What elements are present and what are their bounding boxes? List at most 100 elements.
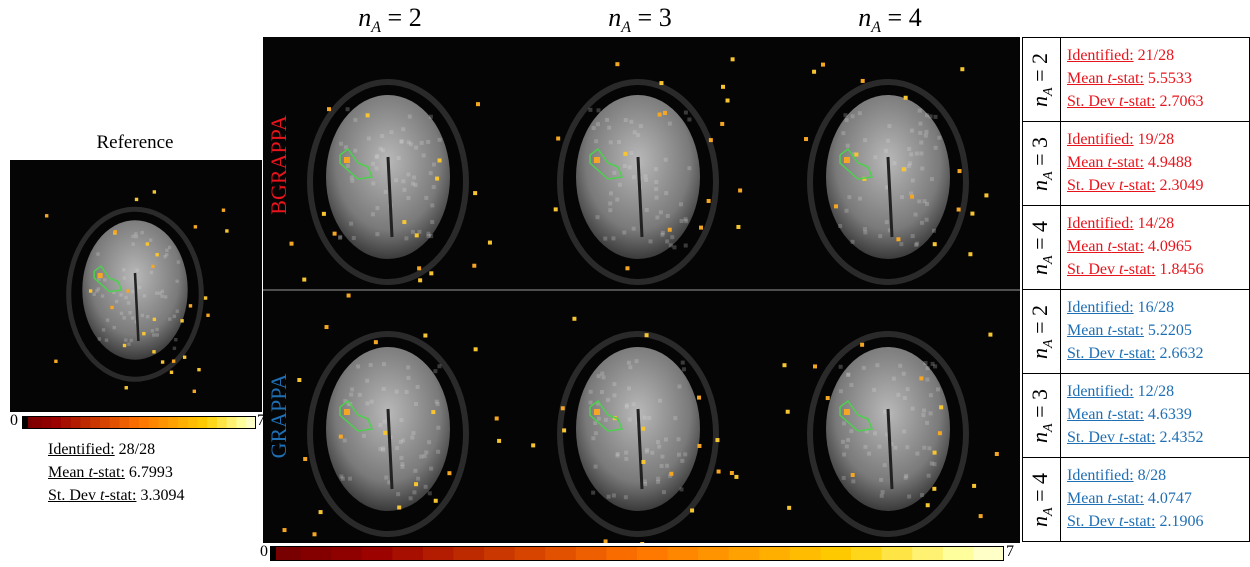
activation bbox=[171, 359, 176, 363]
texture bbox=[887, 228, 892, 233]
texture bbox=[131, 234, 135, 238]
texture bbox=[930, 361, 935, 366]
texture bbox=[922, 199, 927, 204]
texture bbox=[406, 365, 411, 370]
texture bbox=[936, 387, 941, 392]
texture bbox=[615, 197, 620, 202]
texture bbox=[122, 316, 126, 320]
texture bbox=[387, 480, 392, 485]
activation bbox=[939, 405, 944, 410]
texture bbox=[875, 363, 880, 368]
texture bbox=[134, 232, 138, 236]
texture bbox=[378, 423, 383, 428]
stat-label: Identified: bbox=[1067, 131, 1134, 148]
activation bbox=[640, 541, 645, 543]
activation bbox=[572, 316, 577, 321]
texture bbox=[96, 287, 101, 291]
stat-value: 4.9488 bbox=[1147, 154, 1192, 171]
stat-line: St. Dev t-stat: 2.7063 bbox=[1067, 90, 1249, 113]
texture bbox=[361, 433, 366, 438]
texture bbox=[903, 475, 908, 480]
texture bbox=[642, 479, 647, 484]
stat-line: Identified: 12/28 bbox=[1067, 380, 1249, 403]
colorbar-step bbox=[881, 546, 913, 561]
texture bbox=[603, 417, 608, 422]
texture bbox=[394, 389, 399, 394]
activation bbox=[180, 319, 184, 323]
stat-label: t bbox=[100, 487, 105, 504]
texture bbox=[603, 236, 608, 241]
activation bbox=[560, 406, 565, 411]
activation bbox=[122, 343, 127, 348]
texture bbox=[606, 397, 611, 402]
texture bbox=[925, 366, 930, 371]
texture bbox=[349, 392, 354, 397]
stat-label: -stat: bbox=[1123, 261, 1156, 278]
texture bbox=[845, 143, 850, 148]
activation bbox=[423, 333, 428, 338]
stat-label: -stat: bbox=[1111, 238, 1144, 255]
stat-label: Identified: bbox=[1067, 299, 1134, 316]
symbol: n bbox=[608, 3, 622, 32]
texture bbox=[400, 464, 405, 469]
stat-label: -stat: bbox=[1123, 93, 1156, 110]
table-cell: Identified: 19/28 Mean t-stat: 4.9488 St. … bbox=[1060, 121, 1250, 206]
table-cell: nA = 4 bbox=[1022, 457, 1061, 542]
activation bbox=[690, 508, 695, 513]
texture bbox=[683, 217, 688, 222]
activation bbox=[625, 266, 630, 271]
activation bbox=[956, 207, 961, 212]
texture bbox=[406, 196, 411, 201]
method-label: BGRAPPA bbox=[266, 115, 291, 215]
texture bbox=[642, 415, 647, 420]
texture bbox=[608, 140, 613, 145]
texture bbox=[923, 133, 928, 138]
texture bbox=[357, 392, 362, 397]
texture bbox=[346, 401, 351, 406]
skull bbox=[557, 331, 719, 537]
lab: St. Dev t-stat: bbox=[1067, 261, 1155, 278]
activation bbox=[373, 340, 378, 345]
activation bbox=[562, 428, 567, 433]
texture bbox=[381, 386, 386, 391]
activation bbox=[782, 363, 787, 368]
stat-line: Identified: 8/28 bbox=[1067, 464, 1249, 487]
texture bbox=[365, 401, 370, 406]
row-label: nA = 4 bbox=[1027, 221, 1057, 275]
texture bbox=[629, 119, 634, 124]
texture bbox=[636, 133, 641, 138]
colorbar-step bbox=[789, 546, 821, 561]
space bbox=[1027, 250, 1052, 256]
activation bbox=[44, 214, 49, 218]
relation: = 2 bbox=[387, 3, 422, 32]
texture bbox=[140, 230, 144, 235]
texture bbox=[893, 445, 898, 450]
stat-line: St. Dev t-stat: 3.3094 bbox=[48, 484, 184, 507]
texture bbox=[925, 377, 930, 382]
stat-line: St. Dev t-stat: 2.3049 bbox=[1067, 174, 1249, 197]
texture bbox=[399, 418, 404, 423]
fissure bbox=[886, 408, 894, 490]
texture bbox=[150, 329, 155, 333]
texture bbox=[647, 415, 652, 420]
activation bbox=[662, 110, 667, 115]
texture bbox=[160, 294, 164, 298]
texture bbox=[919, 151, 924, 156]
texture bbox=[844, 118, 849, 123]
texture bbox=[413, 468, 418, 473]
texture bbox=[122, 268, 126, 272]
stat-line: Identified: 14/28 bbox=[1067, 212, 1249, 235]
activation bbox=[984, 193, 989, 198]
lab: St. Dev t-stat: bbox=[1067, 513, 1155, 530]
texture bbox=[861, 365, 866, 370]
texture bbox=[101, 328, 106, 332]
activation bbox=[142, 331, 146, 336]
method-label: GRAPPA bbox=[266, 373, 291, 459]
activation bbox=[487, 240, 492, 245]
stat-value: 6.7993 bbox=[128, 464, 173, 481]
activation bbox=[669, 471, 674, 476]
roi-hit bbox=[844, 157, 850, 163]
colorbar-start bbox=[22, 416, 28, 429]
colorbar-step bbox=[197, 416, 208, 429]
activation bbox=[699, 225, 704, 230]
